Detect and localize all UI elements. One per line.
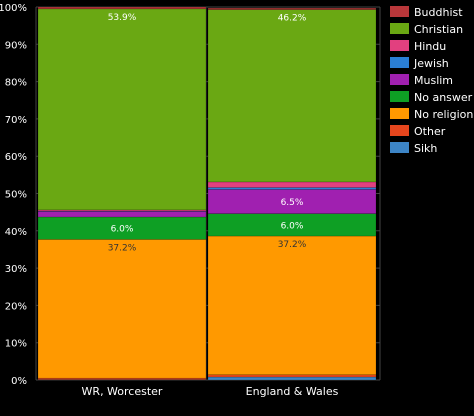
legend-swatch	[390, 57, 409, 68]
bar-segment-muslim	[37, 211, 207, 218]
data-label: 6.0%	[281, 221, 304, 231]
legend-item-muslim: Muslim	[390, 74, 453, 87]
bar-segment-hindu	[207, 181, 377, 188]
legend-swatch	[390, 74, 409, 85]
data-labels: 53.9% 6.0% 37.2% 46.2% 6.5% 6.0% 37.2%	[108, 13, 307, 254]
legend-label: Muslim	[414, 74, 453, 87]
y-tick-label: 30%	[5, 264, 27, 275]
legend-item-no-answer: No answer	[390, 91, 473, 104]
legend-label: Buddhist	[414, 6, 463, 19]
y-tick-label: 50%	[5, 190, 27, 201]
legend-swatch	[390, 40, 409, 51]
bar-segment-no-religion	[37, 239, 207, 379]
legend-item-other: Other	[390, 125, 446, 138]
legend-swatch	[390, 125, 409, 136]
legend-item-buddhist: Buddhist	[390, 6, 463, 19]
bars	[37, 6, 377, 381]
y-tick-label: 60%	[5, 152, 27, 163]
y-tick-label: 0%	[11, 376, 27, 387]
legend-item-no-religion: No religion	[390, 108, 473, 121]
y-tick-label: 20%	[5, 301, 27, 312]
legend-swatch	[390, 142, 409, 153]
legend-label: Sikh	[414, 142, 437, 155]
axes: 0% 10% 20% 30% 40% 50% 60% 70% 80% 90% 100% WR, Wor…	[0, 3, 339, 398]
bar-segment-muslim	[207, 189, 377, 214]
data-label: 6.0%	[111, 225, 134, 235]
x-category-label: WR, Worcester	[82, 385, 163, 398]
x-category-label: England & Wales	[246, 385, 339, 398]
legend-label: No answer	[414, 91, 473, 104]
legend-swatch	[390, 91, 409, 102]
bar-segment-christian	[207, 9, 377, 183]
bar-segment-jewish	[207, 187, 377, 190]
legend-label: No religion	[414, 108, 473, 121]
legend-item-christian: Christian	[390, 23, 463, 36]
data-label: 46.2%	[278, 14, 307, 24]
y-tick-label: 70%	[5, 115, 27, 126]
bar-segment-sikh	[207, 376, 377, 381]
y-tick-label: 40%	[5, 227, 27, 238]
bar-segment-buddhist	[37, 6, 207, 10]
legend-swatch	[390, 108, 409, 119]
y-tick-label: 90%	[5, 40, 27, 51]
data-label: 6.5%	[281, 198, 304, 208]
legend-label: Jewish	[413, 57, 449, 70]
legend-swatch	[390, 6, 409, 17]
bar-segment-christian	[37, 8, 207, 211]
legend-item-hindu: Hindu	[390, 40, 446, 53]
legend-swatch	[390, 23, 409, 34]
legend-label: Christian	[414, 23, 463, 36]
y-tick-label: 80%	[5, 78, 27, 89]
y-tick-label: 10%	[5, 339, 27, 350]
bar-segment-no-religion	[207, 235, 377, 376]
data-label: 37.2%	[278, 240, 307, 250]
bar-segment-other	[207, 374, 377, 378]
data-label: 37.2%	[108, 243, 137, 253]
data-label: 53.9%	[108, 13, 137, 23]
y-tick-label: 100%	[0, 3, 27, 14]
legend-label: Other	[414, 125, 446, 138]
legend-label: Hindu	[414, 40, 446, 53]
legend: Buddhist Christian Hindu Jewish Muslim No ans…	[390, 6, 473, 155]
legend-item-sikh: Sikh	[390, 142, 437, 155]
legend-item-jewish: Jewish	[390, 57, 449, 70]
bar-segment-buddhist	[207, 7, 377, 10]
